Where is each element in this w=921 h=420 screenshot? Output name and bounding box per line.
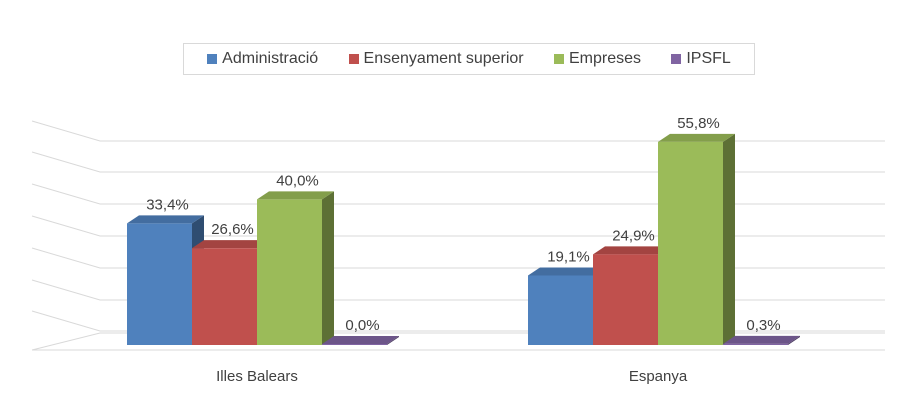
legend-label: Ensenyament superior <box>363 50 524 67</box>
legend-label: IPSFL <box>686 50 731 67</box>
bar <box>257 199 322 345</box>
bar <box>192 248 257 345</box>
bar-top <box>723 335 800 344</box>
bar-side <box>322 191 334 345</box>
legend-swatch <box>671 54 682 64</box>
legend-swatch <box>207 54 218 64</box>
bar <box>127 223 192 345</box>
gridline <box>31 215 885 237</box>
data-label: 24,9% <box>612 227 655 244</box>
legend-swatch <box>348 54 359 64</box>
data-label: 0,3% <box>746 317 780 334</box>
bar-top <box>593 246 670 255</box>
bar <box>723 343 788 345</box>
bar-side <box>387 336 399 345</box>
bar-top <box>322 336 399 344</box>
legend-label: Administració <box>222 50 319 67</box>
bar-top <box>192 240 269 249</box>
legend-item: Administració <box>207 50 318 68</box>
data-label: 33,4% <box>146 196 189 213</box>
data-label: 26,6% <box>211 221 254 238</box>
legend-item: Empreses <box>553 50 642 68</box>
legend-item: IPSFL <box>671 50 731 68</box>
legend-label: Empreses <box>568 50 642 67</box>
gridline <box>31 120 885 142</box>
x-tick-label: Espanya <box>629 368 688 385</box>
bar <box>593 254 658 345</box>
bar-top <box>658 133 735 142</box>
bar <box>322 344 387 345</box>
bar-top <box>127 215 204 224</box>
bar-side <box>788 335 800 345</box>
data-label: 40,0% <box>276 172 319 189</box>
bar-side <box>723 133 735 345</box>
legend-swatch <box>553 54 564 64</box>
legend-item: Ensenyament superior <box>348 50 524 68</box>
data-label: 19,1% <box>547 248 590 265</box>
x-tick-label: Illes Balears <box>216 368 298 385</box>
bar <box>528 275 593 345</box>
data-label: 55,8% <box>677 115 720 132</box>
gridline <box>31 183 885 205</box>
bar-top <box>257 191 334 200</box>
bar <box>658 141 723 345</box>
legend: Administració Ensenyament superior Empre… <box>183 43 755 75</box>
bar-top <box>528 267 605 276</box>
gridline <box>31 151 885 173</box>
data-label: 0,0% <box>345 317 379 334</box>
